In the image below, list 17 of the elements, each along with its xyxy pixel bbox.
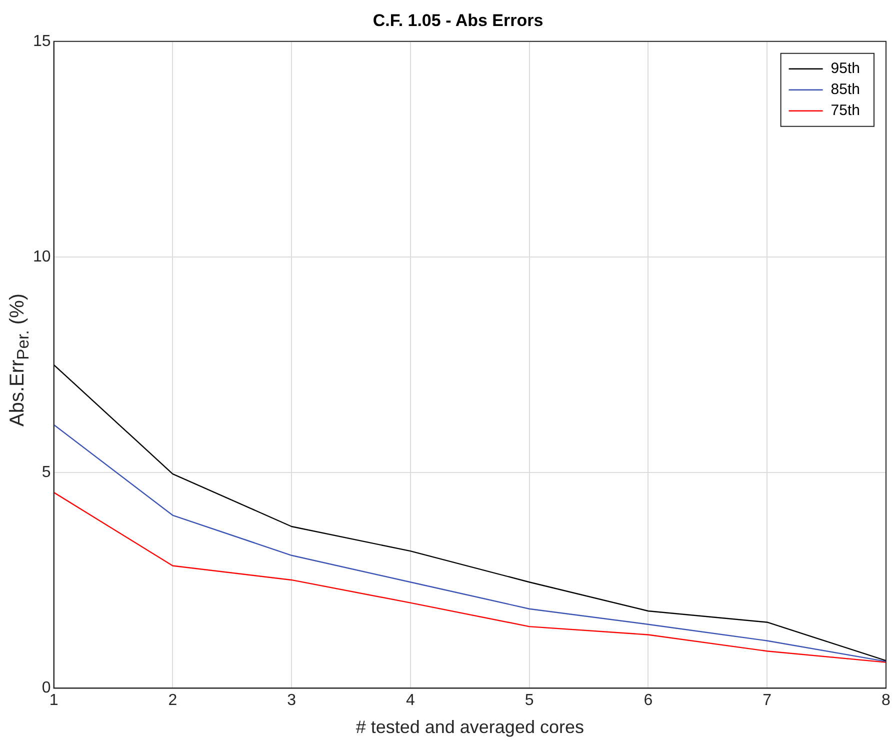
y-tick-label: 5 xyxy=(42,464,51,482)
legend-label: 75th xyxy=(830,102,860,120)
y-tick-label: 15 xyxy=(33,32,51,50)
x-tick-label: 6 xyxy=(644,692,653,710)
chart-title: C.F. 1.05 - Abs Errors xyxy=(372,10,544,30)
y-tick-label: 0 xyxy=(42,680,51,697)
x-tick-label: 5 xyxy=(524,692,534,710)
x-tick-label: 3 xyxy=(287,692,296,710)
x-tick-label: 4 xyxy=(406,692,415,710)
x-tick-label: 7 xyxy=(762,692,772,710)
legend-label: 85th xyxy=(830,81,860,98)
x-tick-label: 2 xyxy=(168,692,178,710)
legend-label: 95th xyxy=(830,60,860,78)
x-tick-label: 1 xyxy=(49,692,58,710)
x-axis-title: # tested and averaged cores xyxy=(356,717,584,738)
x-tick-label: 8 xyxy=(882,692,891,710)
y-tick-label: 10 xyxy=(33,248,51,266)
